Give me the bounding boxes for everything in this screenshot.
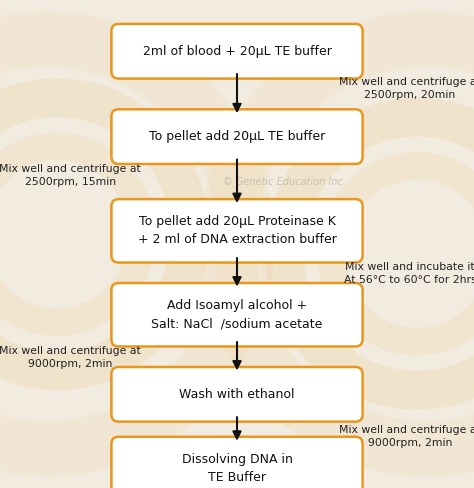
Text: Mix well and centrifuge at
9000rpm, 2min: Mix well and centrifuge at 9000rpm, 2min (0, 346, 141, 369)
Text: Mix well and centrifuge at
2500rpm, 20min: Mix well and centrifuge at 2500rpm, 20mi… (339, 77, 474, 101)
Text: Mix well and centrifuge at
2500rpm, 15min: Mix well and centrifuge at 2500rpm, 15mi… (0, 164, 141, 187)
Text: Add Isoamyl alcohol +
Salt: NaCl  /sodium acetate: Add Isoamyl alcohol + Salt: NaCl /sodium… (151, 299, 323, 330)
Text: Dissolving DNA in
TE Buffer: Dissolving DNA in TE Buffer (182, 453, 292, 484)
FancyBboxPatch shape (111, 367, 363, 422)
FancyBboxPatch shape (111, 24, 363, 79)
Text: Wash with ethanol: Wash with ethanol (179, 388, 295, 401)
FancyBboxPatch shape (111, 283, 363, 346)
Text: 2ml of blood + 20μL TE buffer: 2ml of blood + 20μL TE buffer (143, 45, 331, 58)
Text: Mix well and centrifuge at
9000rpm, 2min: Mix well and centrifuge at 9000rpm, 2min (339, 425, 474, 448)
Text: Mix well and incubate it
At 56°C to 60°C for 2hrs: Mix well and incubate it At 56°C to 60°C… (344, 262, 474, 285)
Text: To pellet add 20μL TE buffer: To pellet add 20μL TE buffer (149, 130, 325, 143)
FancyBboxPatch shape (111, 437, 363, 488)
Text: © Genetic Education Inc.: © Genetic Education Inc. (223, 177, 346, 186)
Text: To pellet add 20μL Proteinase K
+ 2 ml of DNA extraction buffer: To pellet add 20μL Proteinase K + 2 ml o… (137, 215, 337, 246)
FancyBboxPatch shape (111, 109, 363, 164)
FancyBboxPatch shape (111, 199, 363, 263)
